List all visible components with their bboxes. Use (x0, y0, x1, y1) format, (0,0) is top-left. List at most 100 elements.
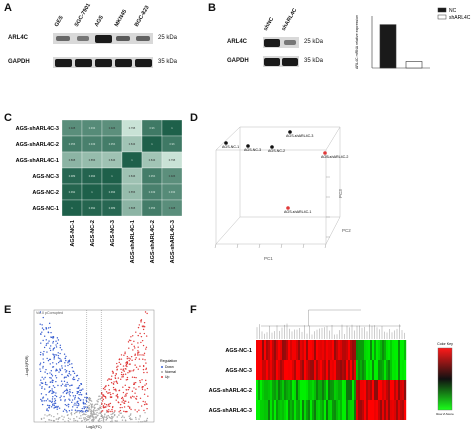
heatmap-cell (286, 340, 289, 360)
axis-tick (236, 243, 239, 249)
volcano-point (53, 386, 56, 389)
panel-a-western-blot: GES SGC-7901 AGS MKN45 BGC-823 ARL4C 25 kDa GAP… (0, 0, 200, 80)
volcano-point (84, 411, 86, 413)
volcano-point (52, 403, 54, 405)
volcano-point (145, 368, 147, 371)
heatmap-cell (292, 400, 295, 420)
volcano-point (102, 394, 105, 396)
axis-label: PC1 (264, 256, 273, 261)
volcano-point (122, 365, 125, 367)
lane-label: BGC-823 (133, 4, 151, 28)
heatmap-cell (332, 380, 335, 400)
volcano-point (51, 388, 53, 390)
heatmap-cell (354, 400, 357, 420)
volcano-point (134, 409, 136, 411)
volcano-point (121, 401, 123, 403)
legend-swatch (437, 14, 447, 20)
volcano-point (128, 415, 130, 418)
volcano-point (107, 411, 110, 413)
heatmap-cell (302, 340, 305, 360)
volcano-point (106, 409, 108, 412)
molecular-weight: 25 kDa (158, 35, 178, 41)
volcano-point (118, 414, 120, 416)
volcano-point (129, 371, 131, 373)
volcano-point (134, 392, 136, 394)
volcano-point (80, 409, 83, 412)
heatmap-cell (300, 380, 303, 400)
volcano-point (146, 408, 148, 410)
heatmap-cell (264, 360, 267, 380)
heatmap-cell (286, 360, 289, 380)
volcano-point (137, 421, 140, 423)
volcano-point (50, 419, 52, 422)
volcano-point (114, 420, 116, 422)
heatmap-cell (260, 380, 263, 400)
volcano-point (64, 365, 66, 367)
volcano-point (90, 412, 92, 415)
volcano-point (44, 421, 47, 423)
volcano-point (61, 373, 63, 376)
heatmap-cell (312, 400, 315, 420)
volcano-point (102, 420, 104, 422)
row-label: AGS-NC-3 (32, 174, 59, 180)
volcano-point (111, 421, 113, 423)
volcano-point (89, 403, 92, 405)
volcano-point (108, 405, 111, 407)
volcano-point (128, 359, 130, 362)
heatmap-cell (344, 400, 347, 420)
volcano-point (134, 364, 136, 366)
volcano-point (137, 351, 139, 354)
axis-tick (258, 243, 261, 249)
volcano-point (69, 399, 71, 401)
volcano-point (52, 348, 55, 350)
panel-c-correlation-heatmap: 0.928 0.933 0.926 0.795 0.96 1 AGS-shARL4C-3 0.… (16, 119, 183, 263)
heatmap-cell (400, 360, 403, 380)
volcano-point (120, 412, 122, 414)
volcano-point (54, 394, 56, 397)
volcano-point (76, 411, 78, 413)
heatmap-cell (338, 360, 341, 380)
volcano-point (77, 402, 80, 405)
volcano-point (59, 357, 61, 360)
heatmap-cell (336, 380, 339, 400)
plot-title: Vol.0 pCorrupted (36, 311, 63, 315)
volcano-point (48, 340, 50, 342)
heatmap-cell (256, 380, 259, 400)
heatmap-cell (322, 400, 325, 420)
volcano-point (80, 417, 82, 419)
volcano-point (64, 400, 66, 402)
heatmap-cell (396, 380, 399, 400)
volcano-point (71, 384, 73, 386)
volcano-point (69, 418, 71, 420)
volcano-point (83, 407, 85, 410)
heatmap-cell (388, 340, 391, 360)
volcano-point (67, 383, 69, 386)
volcano-point (142, 400, 144, 403)
volcano-point (110, 378, 112, 381)
heatmap-cell (308, 340, 311, 360)
volcano-point (92, 418, 94, 420)
volcano-point (138, 324, 141, 326)
heatmap-cell (366, 340, 369, 360)
volcano-point (112, 412, 114, 414)
cell-value: 0.795 (169, 158, 176, 162)
heatmap-cell (310, 400, 313, 420)
volcano-point (109, 417, 111, 419)
heatmap-cell (384, 360, 387, 380)
volcano-point (123, 410, 125, 412)
volcano-point (48, 322, 51, 325)
cell-value: 0.933 (89, 126, 96, 130)
heatmap-cell (308, 400, 311, 420)
volcano-point (94, 403, 97, 406)
box-edge (215, 216, 241, 245)
heatmap-cell (278, 340, 281, 360)
heatmap-cell (340, 380, 343, 400)
heatmap-cell (161, 199, 183, 217)
volcano-point (63, 380, 66, 383)
heatmap-cell (284, 360, 287, 380)
volcano-point (119, 363, 122, 365)
heatmap-cell (350, 360, 353, 380)
row-label: AGS-NC-3 (225, 368, 252, 374)
volcano-point (55, 405, 57, 408)
heatmap-cell (272, 360, 275, 380)
